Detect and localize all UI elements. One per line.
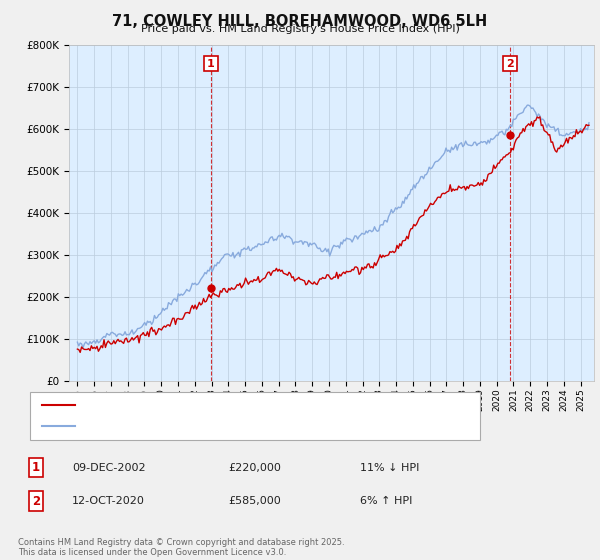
Text: 12-OCT-2020: 12-OCT-2020 xyxy=(72,496,145,506)
Text: 71, COWLEY HILL, BOREHAMWOOD, WD6 5LH (semi-detached house): 71, COWLEY HILL, BOREHAMWOOD, WD6 5LH (s… xyxy=(81,400,422,410)
Text: 2: 2 xyxy=(506,59,514,69)
Text: 1: 1 xyxy=(32,461,40,474)
Text: 6% ↑ HPI: 6% ↑ HPI xyxy=(360,496,412,506)
Text: 1: 1 xyxy=(207,59,215,69)
Text: 09-DEC-2002: 09-DEC-2002 xyxy=(72,463,146,473)
Text: 71, COWLEY HILL, BOREHAMWOOD, WD6 5LH: 71, COWLEY HILL, BOREHAMWOOD, WD6 5LH xyxy=(112,14,488,29)
Text: £585,000: £585,000 xyxy=(228,496,281,506)
Text: Price paid vs. HM Land Registry's House Price Index (HPI): Price paid vs. HM Land Registry's House … xyxy=(140,24,460,34)
Text: HPI: Average price, semi-detached house, Hertsmere: HPI: Average price, semi-detached house,… xyxy=(81,421,340,431)
Text: £220,000: £220,000 xyxy=(228,463,281,473)
Text: 11% ↓ HPI: 11% ↓ HPI xyxy=(360,463,419,473)
Text: 2: 2 xyxy=(32,494,40,508)
Text: Contains HM Land Registry data © Crown copyright and database right 2025.
This d: Contains HM Land Registry data © Crown c… xyxy=(18,538,344,557)
